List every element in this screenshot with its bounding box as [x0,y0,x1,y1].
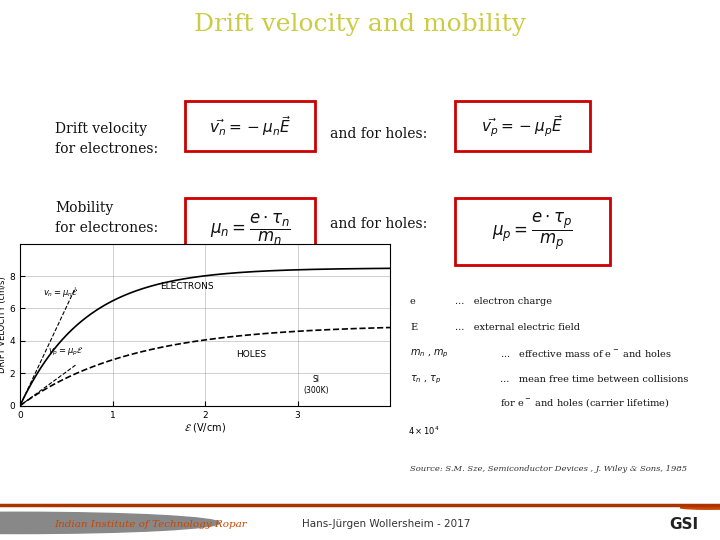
Bar [455,198,610,265]
Text: ...   mean free time between collisions: ... mean free time between collisions [500,375,688,384]
Text: for e$^-$ and holes (carrier lifetime): for e$^-$ and holes (carrier lifetime) [500,396,670,409]
Circle shape [0,512,220,534]
Bar [185,198,315,261]
Text: $\vec{v_n} = -\mu_n\vec{E}$: $\vec{v_n} = -\mu_n\vec{E}$ [209,114,291,138]
Bar [185,102,315,151]
Text: GSI: GSI [670,517,698,531]
Text: Drift velocity and mobility: Drift velocity and mobility [194,14,526,37]
Y-axis label: DRIFT VELOCITY (cm/s): DRIFT VELOCITY (cm/s) [0,276,6,373]
Text: $\vec{v_p} = -\mu_p\vec{E}$: $\vec{v_p} = -\mu_p\vec{E}$ [482,113,564,139]
Text: ELECTRONS: ELECTRONS [160,282,213,291]
Text: $\mu_n = \dfrac{e \cdot \tau_n}{m_n}$: $\mu_n = \dfrac{e \cdot \tau_n}{m_n}$ [210,212,290,247]
Text: $\tau_n$ , $\tau_p$: $\tau_n$ , $\tau_p$ [410,373,441,386]
Text: $v_n = \mu_n \mathcal{E}$: $v_n = \mu_n \mathcal{E}$ [43,287,78,300]
Text: Source: S.M. Sze, Semiconductor Devices , J. Wiley & Sons, 1985: Source: S.M. Sze, Semiconductor Devices … [410,464,687,472]
Text: SI
(300K): SI (300K) [303,375,329,395]
Text: e: e [410,297,415,306]
Text: E: E [410,323,417,332]
Circle shape [680,506,720,509]
Text: Indian Institute of Technology Ropar: Indian Institute of Technology Ropar [54,519,247,529]
Text: $\mu_p = \dfrac{e \cdot \tau_p}{m_p}$: $\mu_p = \dfrac{e \cdot \tau_p}{m_p}$ [492,211,573,252]
Text: $v_p = \mu_p \mathcal{E}$: $v_p = \mu_p \mathcal{E}$ [48,346,84,359]
Text: and for holes:: and for holes: [330,127,427,141]
Text: ...   electron charge: ... electron charge [455,297,552,306]
Text: ...   external electric field: ... external electric field [455,323,580,332]
Text: ...   effective mass of e$^-$ and holes: ... effective mass of e$^-$ and holes [500,348,672,359]
Text: Drift velocity
for electrones:: Drift velocity for electrones: [55,122,158,156]
Text: Hans-Jürgen Wollersheim - 2017: Hans-Jürgen Wollersheim - 2017 [302,519,471,529]
Text: $m_n$ , $m_p$: $m_n$ , $m_p$ [410,347,449,360]
Bar [455,102,590,151]
Text: and for holes:: and for holes: [330,217,427,231]
Text: Mobility
for electrones:: Mobility for electrones: [55,201,158,235]
Text: HOLES: HOLES [236,350,266,359]
Text: $4\times10^4$: $4\times10^4$ [408,424,440,437]
X-axis label: $\mathcal{E}$ (V/cm): $\mathcal{E}$ (V/cm) [184,421,226,434]
